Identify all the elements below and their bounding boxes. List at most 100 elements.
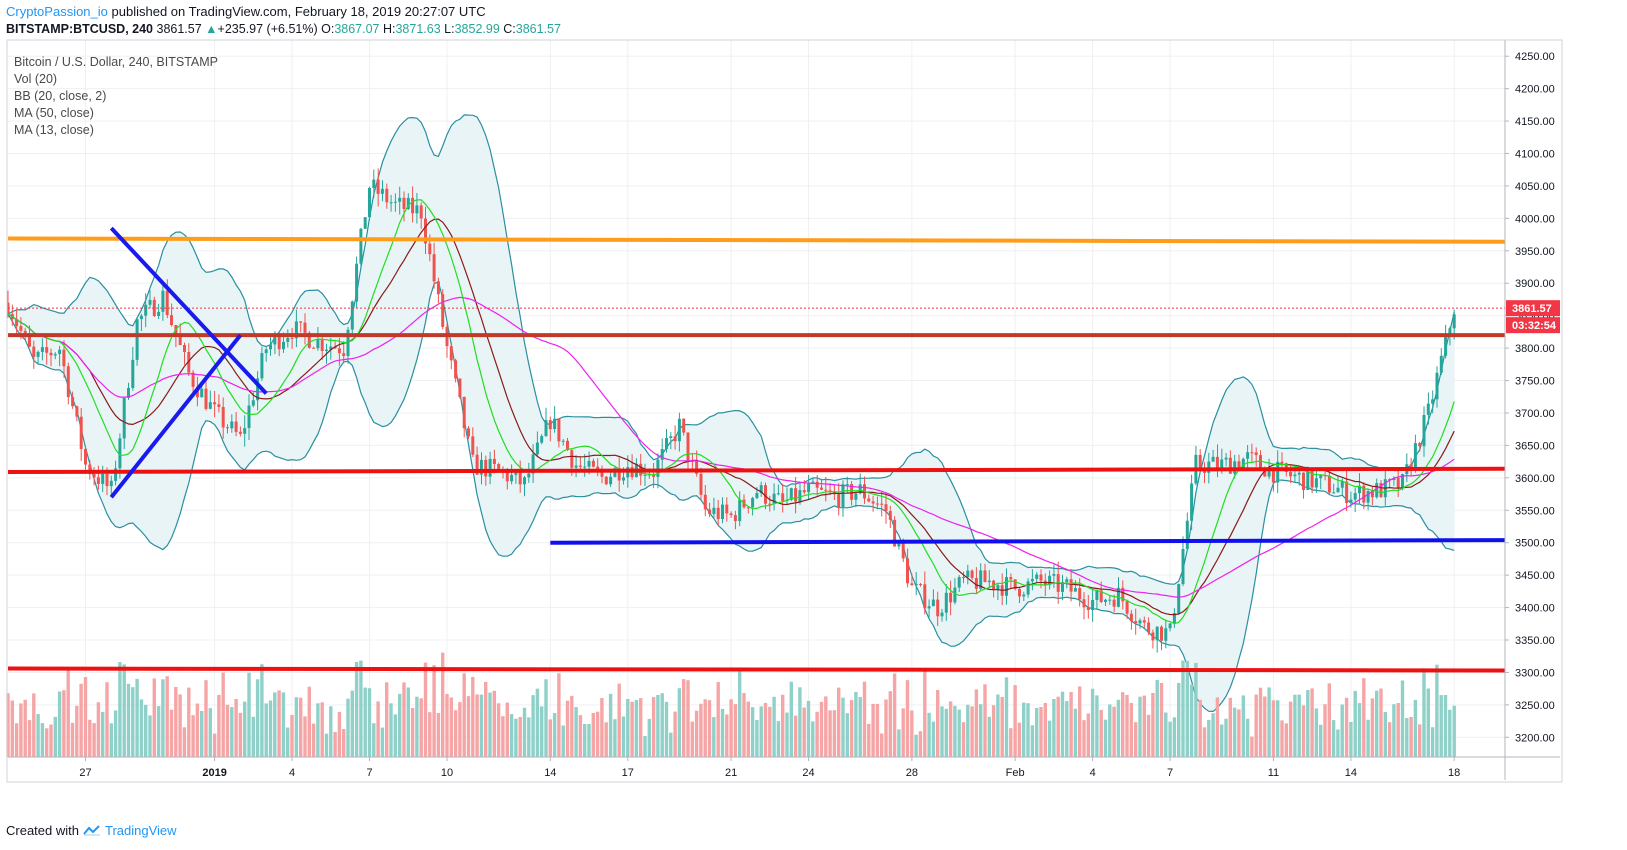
candle-body xyxy=(781,493,785,501)
candle-body xyxy=(109,480,113,487)
volume-bar xyxy=(346,698,350,757)
volume-bar xyxy=(139,699,144,757)
legend-item-ma13[interactable]: MA (13, close) xyxy=(14,123,94,137)
price-tick-label: 3400.00 xyxy=(1515,603,1555,615)
candle-body xyxy=(436,281,440,295)
candle-body xyxy=(1332,492,1336,494)
volume-bar xyxy=(884,699,888,757)
volume-bar xyxy=(380,727,385,757)
low-label: L: xyxy=(444,22,455,36)
candle-body xyxy=(1215,456,1219,469)
candle-body xyxy=(1142,620,1146,623)
time-tick-label: Feb xyxy=(1006,767,1025,779)
volume-bar xyxy=(436,713,441,757)
candle-body xyxy=(962,577,965,579)
candle-body xyxy=(1289,471,1293,477)
candle-body xyxy=(811,481,815,484)
high-value: 3871.63 xyxy=(395,22,441,36)
time-tick-label: 4 xyxy=(1090,767,1096,779)
candle-body xyxy=(127,388,130,398)
volume-bar xyxy=(1138,696,1142,757)
volume-bar xyxy=(1047,720,1052,757)
candle-body xyxy=(23,330,27,335)
candle-body xyxy=(1375,483,1379,498)
candle-body xyxy=(510,474,514,482)
price-tick-label: 4100.00 xyxy=(1515,149,1555,161)
candle-body xyxy=(419,205,423,219)
volume-bar xyxy=(888,691,892,757)
volume-bar xyxy=(152,678,156,757)
candle-body xyxy=(1379,483,1383,498)
candle-body xyxy=(342,353,346,356)
volume-bar xyxy=(815,711,819,757)
candle-body xyxy=(983,570,987,583)
volume-bar xyxy=(484,681,488,757)
candle-body xyxy=(974,578,978,589)
volume-bar xyxy=(1422,668,1426,757)
volume-bar xyxy=(1288,701,1293,757)
candle-body xyxy=(1246,452,1250,459)
candle-body xyxy=(966,570,970,578)
candle-body xyxy=(88,464,92,475)
volume-bar xyxy=(557,673,561,757)
candle-body xyxy=(1426,403,1430,415)
volume-bar xyxy=(600,698,604,757)
volume-bar xyxy=(200,711,204,757)
volume-bar xyxy=(27,720,32,757)
candle-body xyxy=(772,493,776,505)
candle-body xyxy=(1078,588,1082,600)
candle-body xyxy=(62,349,66,367)
volume-bar xyxy=(1065,701,1069,757)
legend-item-bb[interactable]: BB (20, close, 2) xyxy=(14,89,107,103)
volume-bar xyxy=(1172,717,1177,757)
price-tick-label: 3550.00 xyxy=(1515,505,1555,517)
candle-body xyxy=(372,179,376,188)
candle-body xyxy=(1413,443,1417,470)
candle-body xyxy=(1306,469,1310,490)
candle-body xyxy=(897,541,901,547)
time-tick-label: 18 xyxy=(1448,767,1460,779)
volume-bar xyxy=(604,722,608,757)
volume-bar xyxy=(1060,691,1065,757)
volume-bar xyxy=(19,703,23,757)
candle-body xyxy=(1095,590,1099,600)
volume-bar xyxy=(565,700,570,757)
candle-body xyxy=(1207,461,1211,473)
candle-body xyxy=(617,468,621,481)
volume-bar xyxy=(798,687,802,757)
volume-bar xyxy=(144,704,148,757)
volume-bars xyxy=(6,652,1456,757)
candle-body xyxy=(794,488,798,502)
author-link[interactable]: CryptoPassion_io xyxy=(6,4,108,19)
candle-body xyxy=(1409,464,1413,470)
candle-body xyxy=(523,477,526,485)
volume-bar xyxy=(453,710,458,757)
volume-bar xyxy=(264,703,268,757)
volume-bar xyxy=(410,708,415,757)
volume-bar xyxy=(841,697,845,757)
volume-bar xyxy=(445,693,449,757)
price-tick-label: 4200.00 xyxy=(1515,84,1555,96)
candle-body xyxy=(1439,355,1443,373)
candle-body xyxy=(161,290,165,312)
volume-bar xyxy=(1383,712,1387,757)
tradingview-link[interactable]: TradingView xyxy=(104,823,177,838)
candle-body xyxy=(901,541,905,559)
legend-item-volume[interactable]: Vol (20) xyxy=(14,72,58,86)
volume-bar xyxy=(393,714,397,757)
legend-title: Bitcoin / U.S. Dollar, 240, BITSTAMP xyxy=(14,55,219,69)
tradingview-logo-icon xyxy=(83,825,100,836)
volume-bar xyxy=(522,707,527,757)
candle-body xyxy=(820,487,823,490)
volume-bar xyxy=(212,733,217,757)
volume-bar xyxy=(669,732,673,757)
last-price-tag xyxy=(1506,300,1560,317)
candle-body xyxy=(570,450,574,468)
volume-bar xyxy=(217,694,221,757)
volume-bar xyxy=(755,720,759,757)
volume-bar xyxy=(1357,703,1362,757)
legend-item-ma50[interactable]: MA (50, close) xyxy=(14,106,94,120)
candle-body xyxy=(40,347,44,352)
volume-bar xyxy=(45,728,49,757)
